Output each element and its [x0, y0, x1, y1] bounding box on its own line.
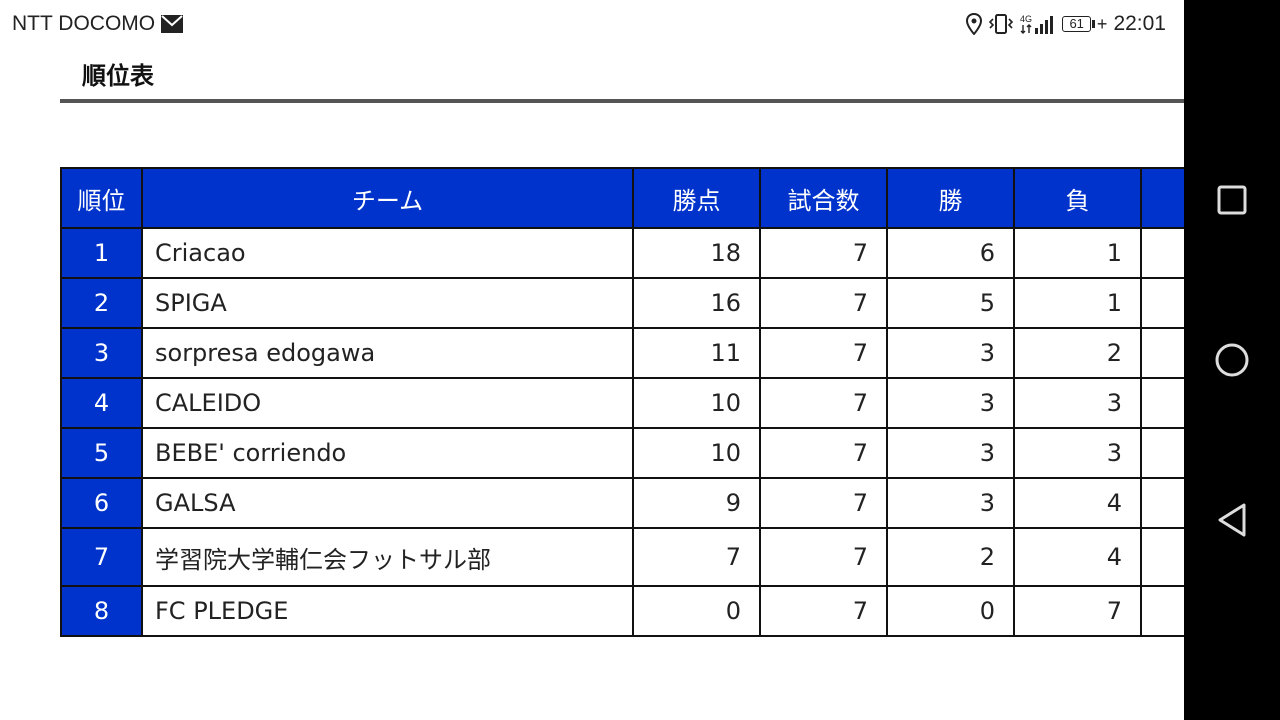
overflow-cell — [1140, 427, 1184, 479]
losses-cell: 3 — [1013, 427, 1142, 479]
table-row: 6 GALSA 9 7 3 4 — [60, 477, 1184, 529]
wins-cell: 3 — [886, 427, 1015, 479]
vibrate-icon — [989, 14, 1014, 34]
rank-cell: 4 — [60, 377, 143, 429]
rank-cell: 3 — [60, 327, 143, 379]
table-header-row: 順位 チーム 勝点 試合数 勝 負 — [60, 167, 1184, 229]
overflow-cell — [1140, 585, 1184, 637]
rank-cell: 6 — [60, 477, 143, 529]
rank-cell: 2 — [60, 277, 143, 329]
standings-table-container[interactable]: 順位 チーム 勝点 試合数 勝 負 1 Criacao 18 7 6 1 — [60, 167, 1184, 637]
table-row: 2 SPIGA 16 7 5 1 — [60, 277, 1184, 329]
mail-icon — [161, 15, 184, 33]
team-cell: SPIGA — [141, 277, 634, 329]
points-cell: 0 — [632, 585, 761, 637]
wins-cell: 0 — [886, 585, 1015, 637]
team-cell: GALSA — [141, 477, 634, 529]
recent-apps-icon[interactable] — [1212, 180, 1252, 220]
overflow-cell — [1140, 527, 1184, 587]
page-title: 順位表 — [82, 62, 154, 90]
carrier-name: NTT DOCOMO — [12, 12, 156, 35]
points-cell: 16 — [632, 277, 761, 329]
played-cell: 7 — [759, 527, 888, 587]
header-losses: 負 — [1013, 167, 1142, 229]
status-bar: NTT DOCOMO 4G — [0, 0, 1184, 48]
rank-cell: 5 — [60, 427, 143, 479]
wins-cell: 6 — [886, 227, 1015, 279]
points-cell: 11 — [632, 327, 761, 379]
title-divider — [60, 99, 1184, 103]
home-icon[interactable] — [1212, 340, 1252, 380]
carrier: NTT DOCOMO — [12, 12, 184, 36]
table-row: 8 FC PLEDGE 0 7 0 7 — [60, 585, 1184, 637]
rank-cell: 8 — [60, 585, 143, 637]
battery-icon: 61 + — [1062, 14, 1107, 35]
losses-cell: 2 — [1013, 327, 1142, 379]
network-label: 4G — [1020, 14, 1032, 24]
team-cell: sorpresa edogawa — [141, 327, 634, 379]
team-cell: Criacao — [141, 227, 634, 279]
wins-cell: 3 — [886, 327, 1015, 379]
header-played: 試合数 — [759, 167, 888, 229]
back-icon[interactable] — [1212, 500, 1252, 540]
rank-cell: 1 — [60, 227, 143, 279]
team-cell: 学習院大学輔仁会フットサル部 — [141, 527, 634, 587]
header-points: 勝点 — [632, 167, 761, 229]
table-row: 1 Criacao 18 7 6 1 — [60, 227, 1184, 279]
table-row: 5 BEBE' corriendo 10 7 3 3 — [60, 427, 1184, 479]
team-cell: CALEIDO — [141, 377, 634, 429]
points-cell: 10 — [632, 377, 761, 429]
standings-table: 順位 チーム 勝点 試合数 勝 負 1 Criacao 18 7 6 1 — [60, 167, 1184, 637]
status-icons: 4G 61 + 22:01 — [966, 12, 1166, 36]
header-wins: 勝 — [886, 167, 1015, 229]
team-cell: FC PLEDGE — [141, 585, 634, 637]
losses-cell: 3 — [1013, 377, 1142, 429]
table-row: 3 sorpresa edogawa 11 7 3 2 — [60, 327, 1184, 379]
navigation-bar — [1184, 0, 1280, 720]
overflow-cell — [1140, 327, 1184, 379]
team-cell: BEBE' corriendo — [141, 427, 634, 479]
played-cell: 7 — [759, 327, 888, 379]
header-rank: 順位 — [60, 167, 143, 229]
charging-icon: + — [1096, 13, 1108, 34]
overflow-cell — [1140, 477, 1184, 529]
overflow-cell — [1140, 377, 1184, 429]
table-row: 7 学習院大学輔仁会フットサル部 7 7 2 4 — [60, 527, 1184, 587]
rank-cell: 7 — [60, 527, 143, 587]
battery-level: 61 — [1062, 16, 1091, 32]
played-cell: 7 — [759, 477, 888, 529]
losses-cell: 4 — [1013, 477, 1142, 529]
losses-cell: 7 — [1013, 585, 1142, 637]
location-icon — [966, 13, 983, 35]
clock: 22:01 — [1113, 12, 1166, 35]
header-team: チーム — [141, 167, 634, 229]
played-cell: 7 — [759, 377, 888, 429]
signal-icon: 4G — [1020, 14, 1054, 34]
played-cell: 7 — [759, 585, 888, 637]
played-cell: 7 — [759, 277, 888, 329]
losses-cell: 1 — [1013, 227, 1142, 279]
points-cell: 9 — [632, 477, 761, 529]
overflow-cell — [1140, 277, 1184, 329]
losses-cell: 1 — [1013, 277, 1142, 329]
points-cell: 10 — [632, 427, 761, 479]
wins-cell: 2 — [886, 527, 1015, 587]
points-cell: 7 — [632, 527, 761, 587]
wins-cell: 3 — [886, 477, 1015, 529]
overflow-cell — [1140, 227, 1184, 279]
header-overflow — [1140, 167, 1184, 229]
played-cell: 7 — [759, 427, 888, 479]
wins-cell: 3 — [886, 377, 1015, 429]
points-cell: 18 — [632, 227, 761, 279]
table-row: 4 CALEIDO 10 7 3 3 — [60, 377, 1184, 429]
played-cell: 7 — [759, 227, 888, 279]
losses-cell: 4 — [1013, 527, 1142, 587]
wins-cell: 5 — [886, 277, 1015, 329]
